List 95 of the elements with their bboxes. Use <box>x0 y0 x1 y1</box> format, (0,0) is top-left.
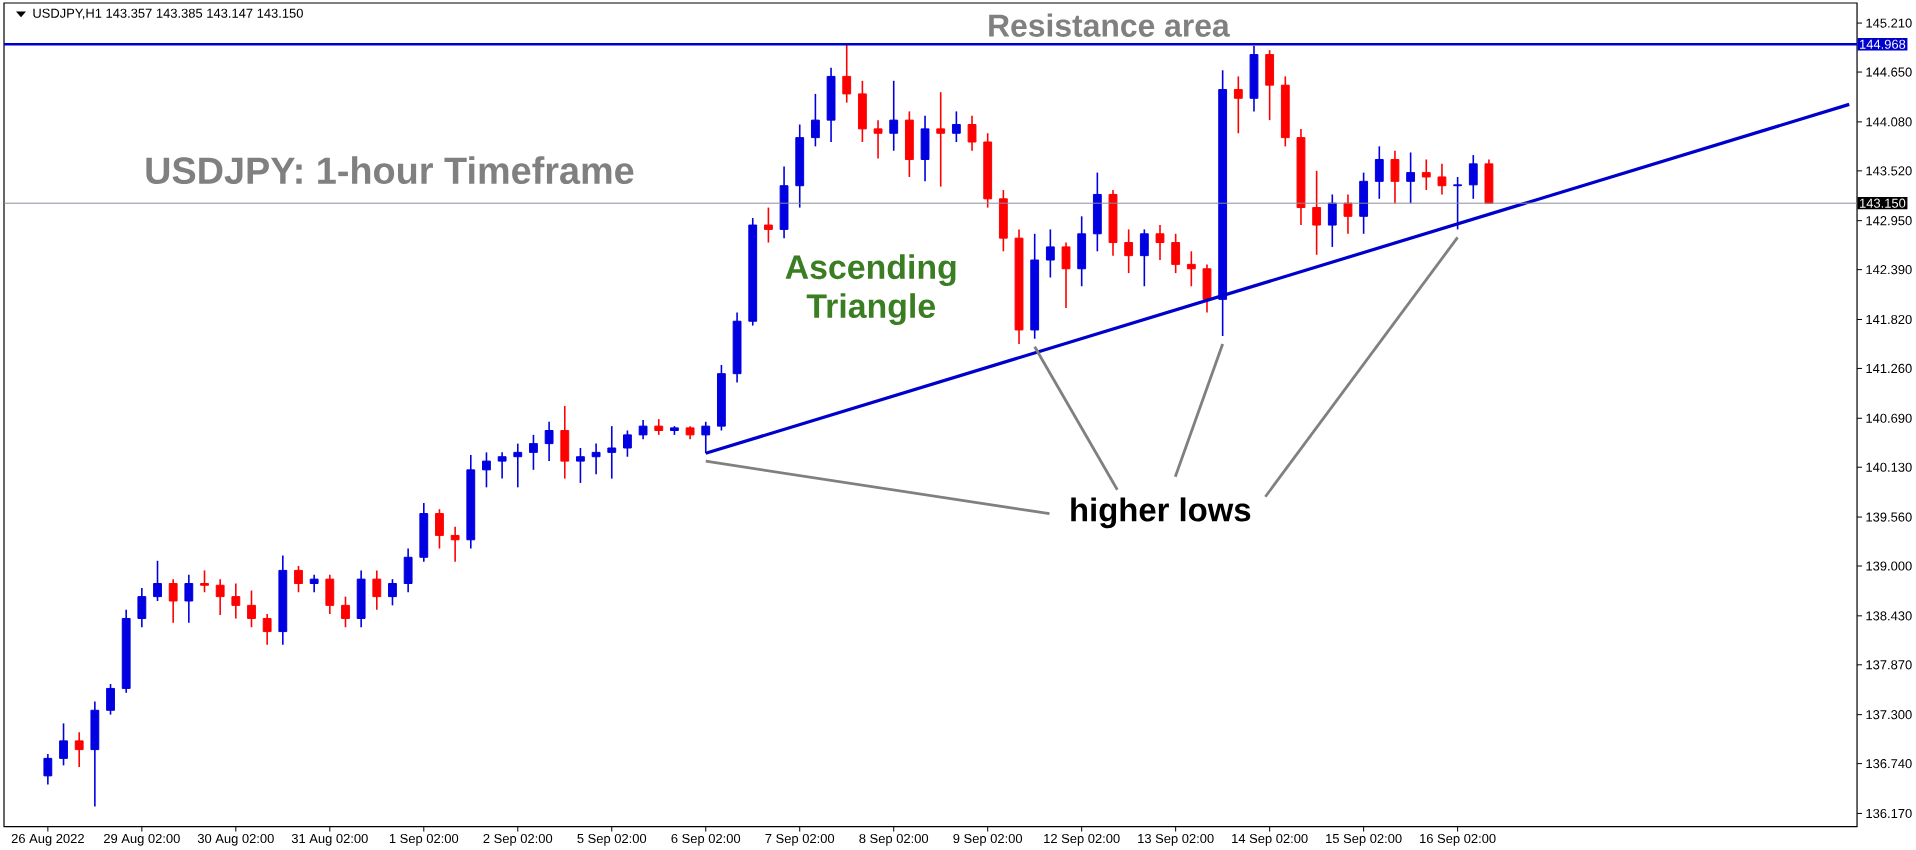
candlestick <box>1124 228 1134 275</box>
candlestick <box>763 206 773 244</box>
x-tick-label: 9 Sep 02:00 <box>953 834 1023 846</box>
y-tick-label: 139.000 <box>1866 561 1912 571</box>
candlestick <box>435 508 444 550</box>
candlestick <box>1437 163 1447 196</box>
candlestick <box>372 569 382 611</box>
x-tick-label: 31 Aug 02:00 <box>291 834 368 846</box>
candlestick <box>482 451 491 489</box>
y-tick-label: 140.690 <box>1866 413 1912 424</box>
candlestick <box>1406 151 1416 205</box>
candlestick <box>184 574 194 624</box>
x-tick-label: 15 Sep 02:00 <box>1326 834 1402 846</box>
y-tick-label: 144.080 <box>1866 117 1912 127</box>
y-tick-label: 141.260 <box>1866 364 1912 374</box>
x-tick-label: 2 Sep 02:00 <box>483 834 553 846</box>
y-tick-label: 142.950 <box>1866 216 1912 226</box>
candlestick <box>951 110 961 144</box>
candlestick <box>1312 170 1322 256</box>
candlestick <box>388 578 397 607</box>
candlestick <box>106 683 115 716</box>
candlestick <box>529 434 538 471</box>
annotation: USDJPY: 1-hour Timeframe <box>146 156 634 185</box>
x-tick-label: 13 Sep 02:00 <box>1138 834 1214 846</box>
candlestick <box>247 589 256 629</box>
annotation: higher lows <box>1071 497 1251 529</box>
candlestick <box>513 443 523 489</box>
y-tick-label: 142.390 <box>1866 265 1912 275</box>
y-tick-label: 143.520 <box>1866 166 1912 176</box>
candlestick <box>43 753 53 786</box>
candlestick <box>1045 228 1055 279</box>
candlestick <box>1421 158 1431 192</box>
candlestick <box>231 582 241 620</box>
x-tick-label: 6 Sep 02:00 <box>671 834 741 846</box>
y-tick-label: 141.820 <box>1866 315 1912 325</box>
candlestick <box>1155 224 1165 262</box>
candlestick <box>1171 233 1181 275</box>
candlestick <box>59 722 68 767</box>
x-tick-label: 8 Sep 02:00 <box>859 834 929 846</box>
x-tick-label: 7 Sep 02:00 <box>765 834 835 846</box>
candlestick <box>1233 75 1243 135</box>
candlestick <box>137 587 147 629</box>
candlestick <box>1061 241 1071 310</box>
ref-line-label: 143.150 <box>1860 198 1906 208</box>
ref-line-label: 144.968 <box>1860 39 1906 50</box>
candlestick <box>936 91 946 188</box>
y-tick-label: 137.870 <box>1866 660 1912 670</box>
candlestick <box>967 115 977 152</box>
chart-title: USDJPY,H1 143.357 143.385 143.147 143.150 <box>33 8 303 20</box>
candlestick <box>262 613 272 646</box>
candlestick <box>607 425 617 480</box>
candlestick <box>544 421 554 463</box>
candlestick <box>873 119 883 160</box>
candlestick <box>1186 250 1196 288</box>
candlestick <box>341 596 350 629</box>
x-tick-label: 1 Sep 02:00 <box>389 834 459 846</box>
y-tick-label: 145.210 <box>1866 18 1912 28</box>
annotation: Resistance area <box>989 13 1230 38</box>
candlestick <box>215 578 225 616</box>
candlestick <box>1453 176 1463 231</box>
candlestick <box>591 443 601 476</box>
y-tick-label: 140.130 <box>1866 462 1912 473</box>
candlestick <box>450 526 460 563</box>
candlestick <box>200 569 209 594</box>
candlestick <box>1468 154 1478 200</box>
y-tick-label: 137.300 <box>1866 710 1912 720</box>
candlestick <box>1343 193 1353 235</box>
candlestick <box>1374 145 1384 200</box>
candlestick <box>1139 228 1149 288</box>
candlestick <box>74 731 84 769</box>
candlestick <box>497 451 507 480</box>
candlestick <box>810 93 820 148</box>
x-tick-label: 30 Aug 02:00 <box>197 834 274 846</box>
candlestick <box>1390 150 1400 205</box>
y-tick-label: 136.740 <box>1866 759 1912 769</box>
y-tick-label: 138.430 <box>1866 611 1912 621</box>
y-tick-label: 136.170 <box>1866 809 1912 819</box>
candlestick <box>153 560 162 603</box>
candlestick <box>889 80 899 152</box>
candlestick <box>168 578 178 624</box>
candlestick <box>638 419 648 441</box>
x-tick-label: 16 Sep 02:00 <box>1420 834 1496 846</box>
candlestick <box>701 421 711 455</box>
candlestick <box>294 565 303 594</box>
x-tick-label: 12 Sep 02:00 <box>1044 834 1120 846</box>
x-tick-label: 14 Sep 02:00 <box>1232 834 1308 846</box>
y-tick-label: 139.560 <box>1866 512 1912 522</box>
candlestick <box>1327 193 1337 248</box>
candlestick <box>623 429 632 458</box>
y-tick-label: 144.650 <box>1866 67 1912 77</box>
x-tick-label: 5 Sep 02:00 <box>577 834 647 846</box>
candlestick <box>576 447 585 484</box>
x-tick-label: 26 Aug 2022 <box>11 834 84 846</box>
annotation: Ascending Triangle <box>785 254 956 326</box>
x-tick-label: 29 Aug 02:00 <box>104 834 180 846</box>
